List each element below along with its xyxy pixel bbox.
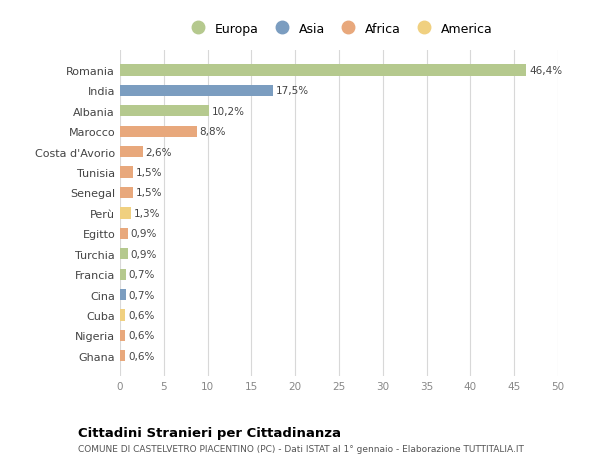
Bar [120,310,125,321]
Bar [120,187,133,199]
Bar [120,167,133,178]
Text: 1,3%: 1,3% [134,208,161,218]
Text: 1,5%: 1,5% [136,188,162,198]
Bar [120,249,128,260]
Bar [120,228,128,240]
Text: 0,6%: 0,6% [128,330,154,341]
Legend: Europa, Asia, Africa, America: Europa, Asia, Africa, America [180,17,498,40]
Bar [120,65,526,77]
Bar [120,126,197,138]
Bar [120,86,273,97]
Text: 10,2%: 10,2% [212,106,245,117]
Bar [120,269,126,280]
Text: COMUNE DI CASTELVETRO PIACENTINO (PC) - Dati ISTAT al 1° gennaio - Elaborazione : COMUNE DI CASTELVETRO PIACENTINO (PC) - … [78,444,524,453]
Text: 2,6%: 2,6% [145,147,172,157]
Text: 8,8%: 8,8% [200,127,226,137]
Text: Cittadini Stranieri per Cittadinanza: Cittadini Stranieri per Cittadinanza [78,426,341,439]
Bar [120,106,209,117]
Bar [120,208,131,219]
Text: 0,7%: 0,7% [129,290,155,300]
Text: 46,4%: 46,4% [529,66,562,76]
Bar [120,350,125,362]
Text: 0,9%: 0,9% [131,229,157,239]
Text: 0,6%: 0,6% [128,351,154,361]
Bar [120,147,143,158]
Text: 0,9%: 0,9% [131,249,157,259]
Text: 0,7%: 0,7% [129,269,155,280]
Text: 17,5%: 17,5% [276,86,309,96]
Text: 1,5%: 1,5% [136,168,162,178]
Bar [120,289,126,301]
Text: 0,6%: 0,6% [128,310,154,320]
Bar [120,330,125,341]
